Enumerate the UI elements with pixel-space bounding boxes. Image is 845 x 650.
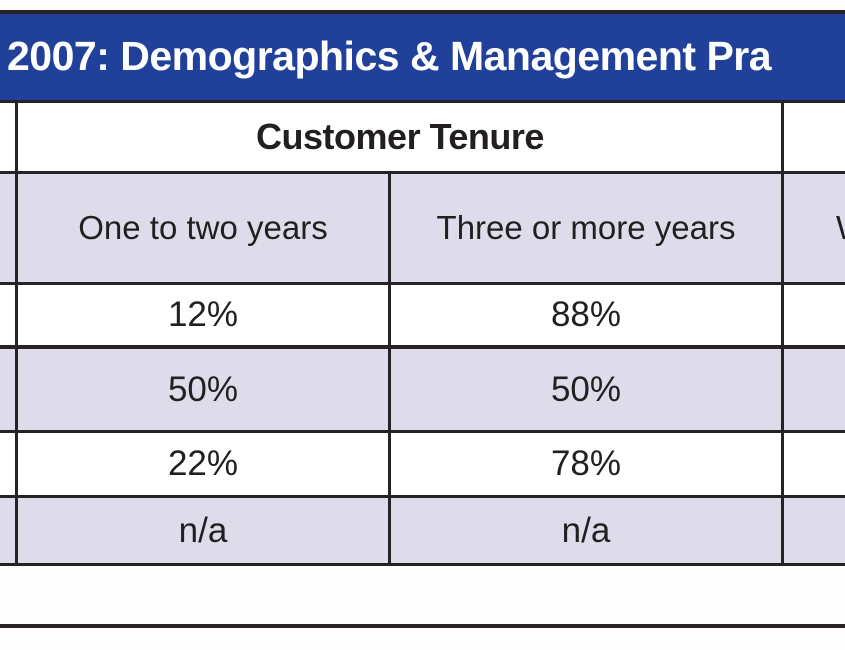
table-title: 2007: Demographics & Management Pra (7, 33, 772, 79)
table-row (0, 498, 845, 563)
data-cell: 50% (167, 370, 239, 409)
data-cell: 88% (550, 295, 622, 334)
table-row (0, 285, 845, 345)
row-divider (0, 345, 845, 349)
grid-vline-left (15, 103, 18, 566)
row-divider (0, 495, 845, 498)
table-row (0, 349, 845, 430)
grid-vline-right (781, 103, 784, 566)
table-row (0, 433, 845, 495)
table-bottom-border (0, 563, 845, 566)
lower-page-rule (0, 624, 845, 628)
grid-vline-middle (388, 174, 391, 566)
divider-under-title (0, 100, 845, 103)
column-header-one-to-two-years: One to two years (78, 209, 328, 246)
data-cell: n/a (178, 511, 228, 550)
row-divider (0, 430, 845, 433)
table-title-band: 2007: Demographics & Management Pra (0, 14, 845, 100)
table-top-border (0, 10, 845, 14)
group-header-label: Customer Tenure (256, 116, 544, 157)
column-header-truncated-right: W (836, 174, 845, 282)
divider-under-column-headers (0, 282, 845, 285)
data-cell: n/a (561, 511, 611, 550)
data-cell: 78% (550, 444, 622, 483)
data-cell: 12% (167, 295, 239, 334)
column-header-three-or-more-years: Three or more years (436, 209, 736, 246)
data-cell: 50% (550, 370, 622, 409)
column-header-row (0, 174, 845, 282)
data-cell: 22% (167, 444, 239, 483)
divider-under-group-header (0, 171, 845, 174)
group-header-row (0, 103, 845, 171)
